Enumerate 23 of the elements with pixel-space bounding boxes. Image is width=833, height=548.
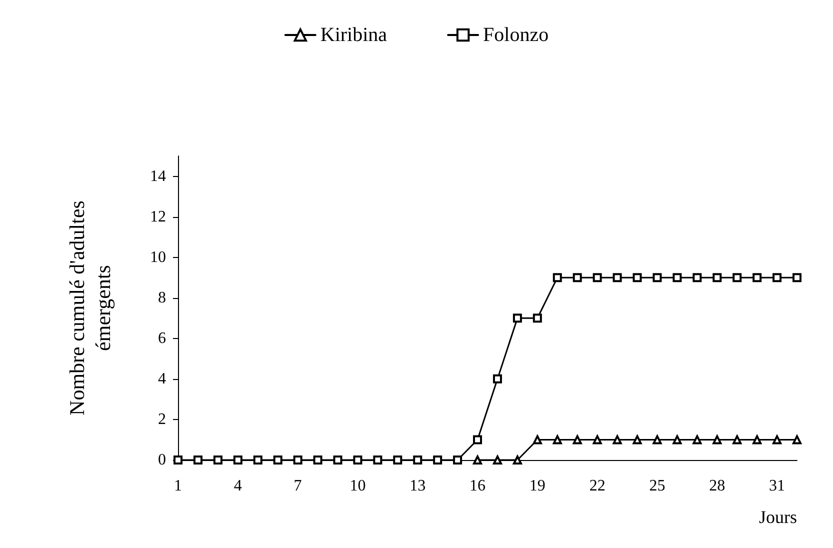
y-tick-label: 6 xyxy=(158,330,166,347)
x-axis-title: Jours xyxy=(758,507,797,527)
x-tick-label: 31 xyxy=(769,478,786,494)
y-axis-title: Nombre cumulé d'adultes émergents xyxy=(65,200,115,416)
y-tick-label: 12 xyxy=(150,208,166,226)
x-tick-label: 13 xyxy=(410,478,426,494)
legend-label: Kiribina xyxy=(320,24,388,46)
y-tick-label: 8 xyxy=(158,289,166,306)
x-tick-label: 16 xyxy=(470,478,486,494)
x-tick-label: 7 xyxy=(294,478,302,494)
x-tick-label: 10 xyxy=(350,478,366,494)
y-tick-label: 2 xyxy=(158,410,166,428)
legend-label: Folonzo xyxy=(483,24,549,46)
y-tick-label: 14 xyxy=(150,168,166,185)
x-tick-label: 19 xyxy=(529,478,546,494)
x-tick-label: 4 xyxy=(234,478,242,494)
y-tick-label: 0 xyxy=(158,452,166,468)
x-tick-label: 1 xyxy=(174,478,182,494)
x-tick-label: 28 xyxy=(709,478,726,494)
x-tick-label: 22 xyxy=(589,478,606,494)
y-tick-label: 4 xyxy=(158,370,166,388)
y-tick-label: 10 xyxy=(150,248,166,266)
x-tick-label: 25 xyxy=(649,478,666,494)
